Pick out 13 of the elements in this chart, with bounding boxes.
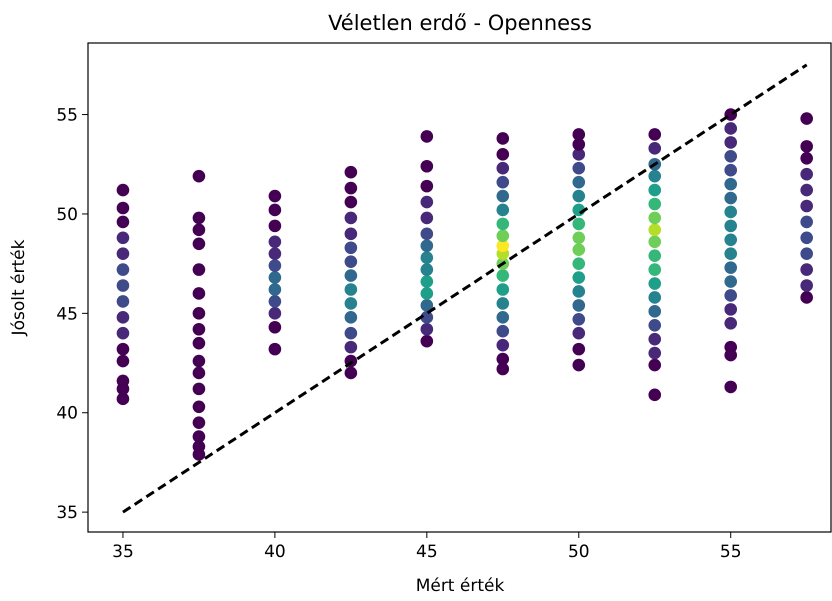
y-tick-label: 50: [56, 204, 78, 225]
y-tick-label: 35: [56, 503, 78, 524]
y-tick-label: 55: [56, 106, 78, 126]
y-tick-label: 40: [56, 404, 78, 424]
x-tick-label: 35: [112, 542, 134, 562]
x-tick-label: 45: [416, 542, 438, 562]
x-axis-title: Mért érték: [416, 576, 504, 596]
y-tick-label: 45: [56, 304, 78, 324]
x-tick-label: 40: [264, 542, 286, 562]
chart-title: Véletlen erdő - Openness: [328, 11, 592, 35]
y-axis-title: Jósolt érték: [9, 239, 29, 336]
x-tick-label: 50: [568, 542, 590, 562]
x-tick-label: 55: [720, 542, 742, 562]
